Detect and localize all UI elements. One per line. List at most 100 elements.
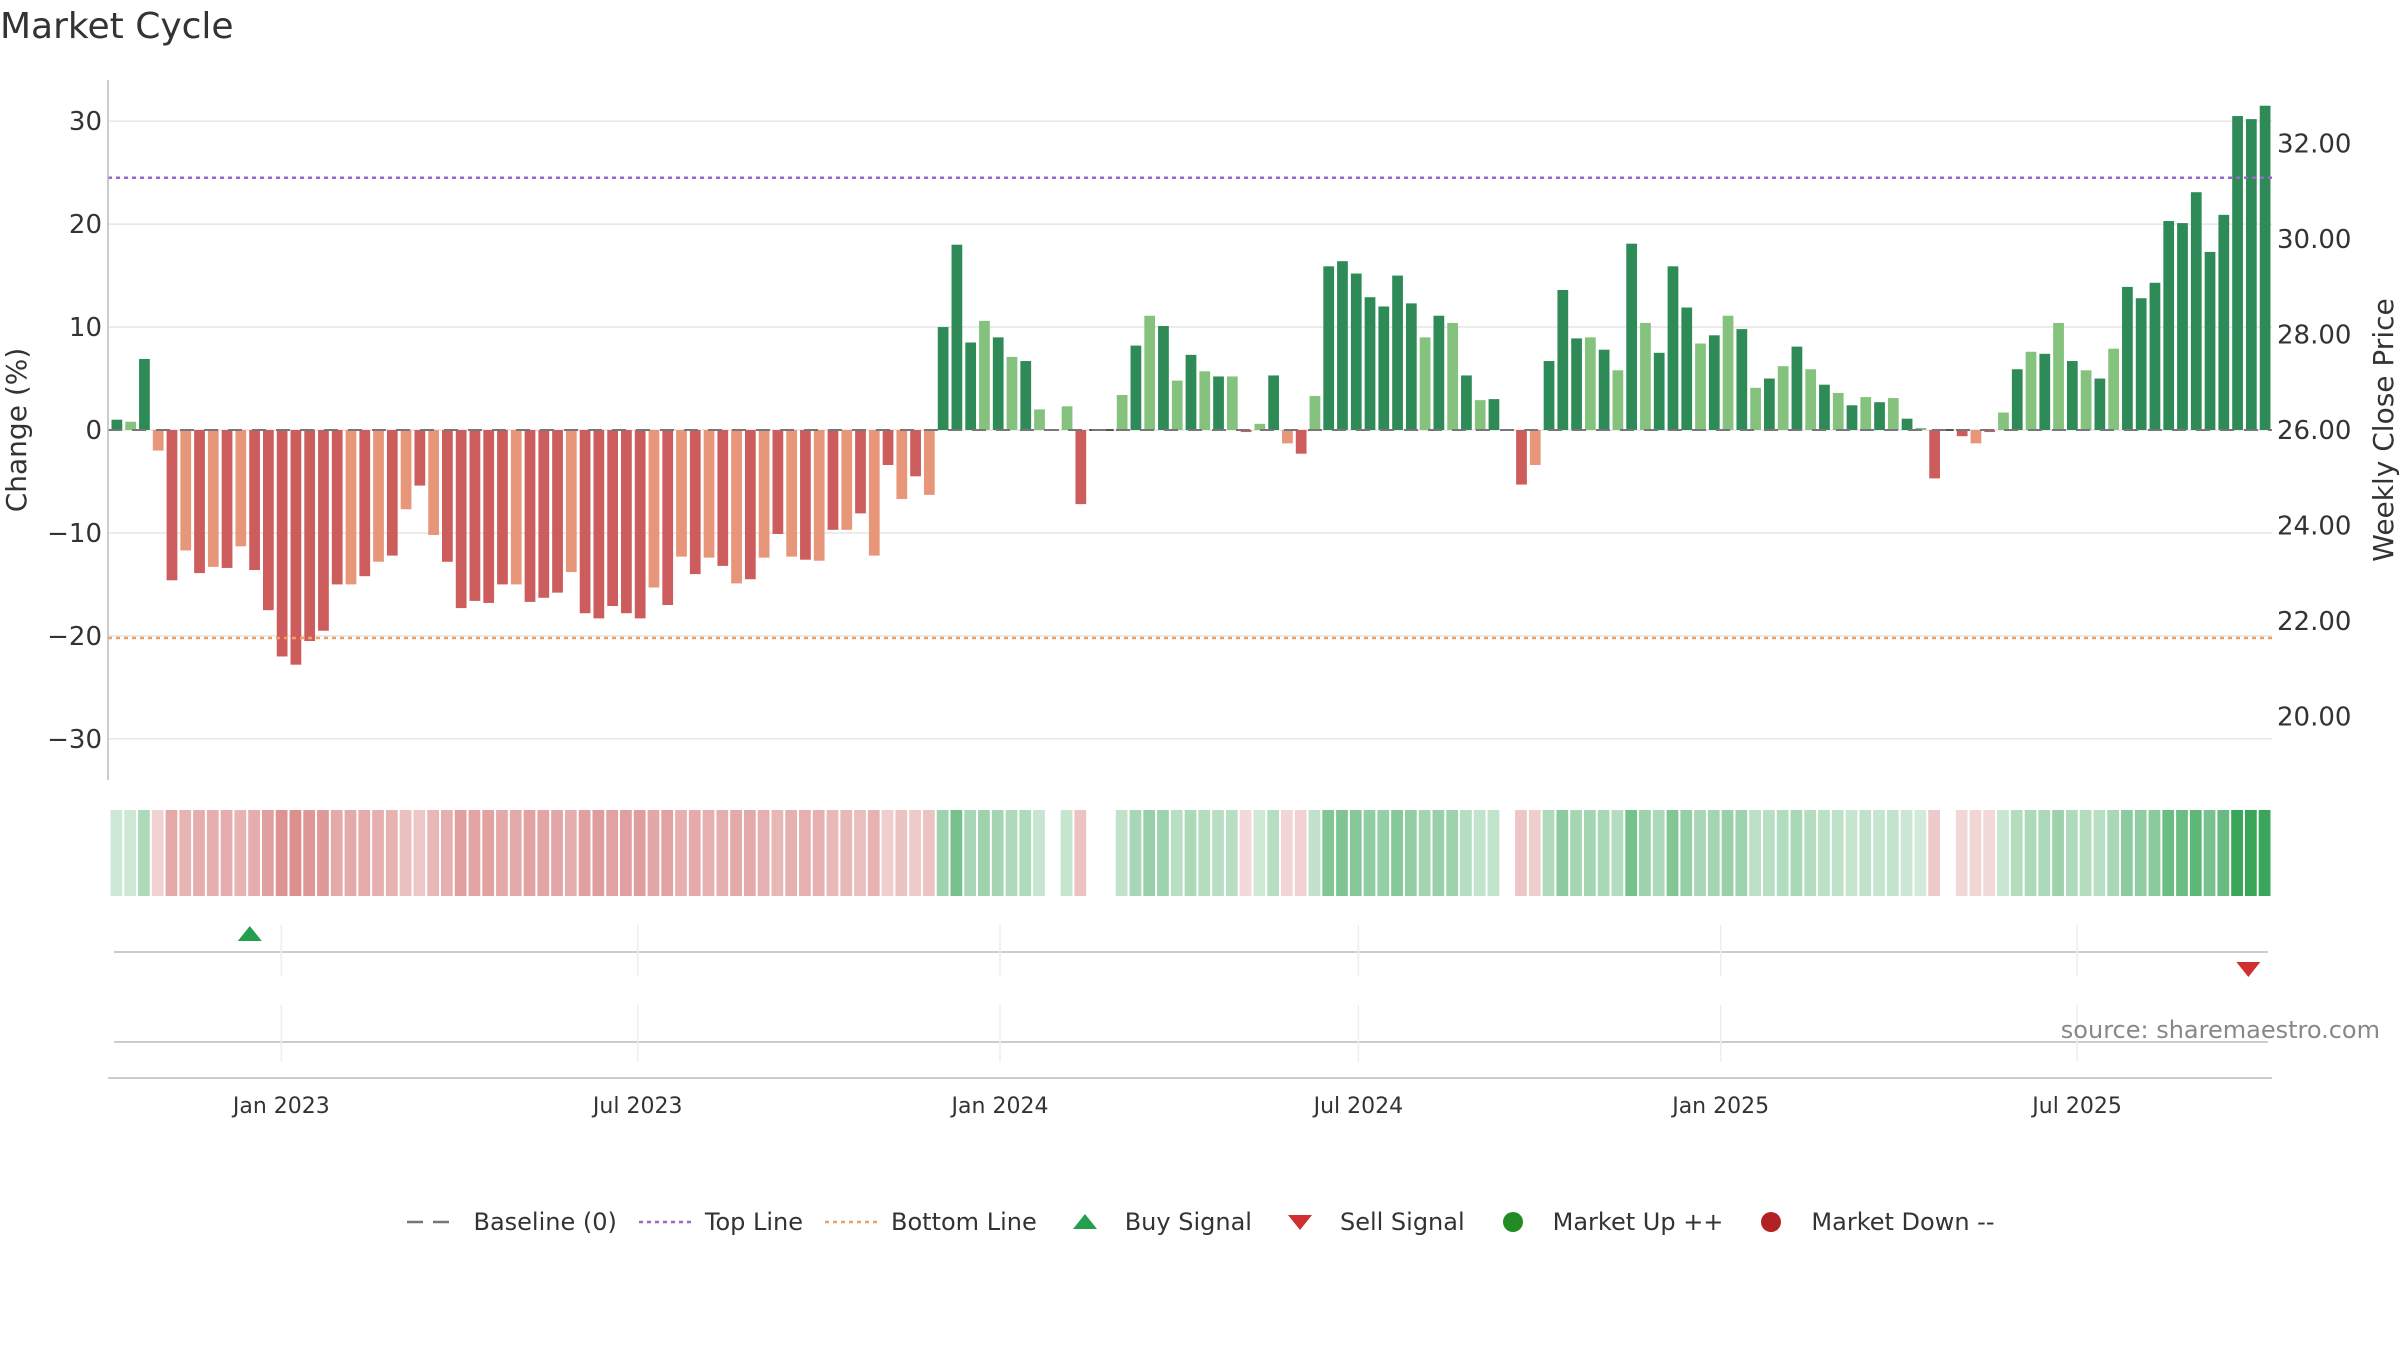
bar xyxy=(442,430,453,562)
heat-cell xyxy=(1666,810,1679,896)
bar xyxy=(235,430,247,547)
heat-cell xyxy=(2176,810,2188,896)
heat-cell xyxy=(1281,810,1293,896)
heat-cell xyxy=(1267,810,1280,896)
heat-cell xyxy=(261,810,274,896)
bar xyxy=(1199,371,1211,430)
source-note: source: sharemaestro.com xyxy=(2060,1016,2380,1044)
bar xyxy=(1832,392,1844,430)
bar xyxy=(1543,361,1555,430)
bar xyxy=(2039,353,2051,430)
heat-cell xyxy=(1639,810,1651,896)
bar xyxy=(1116,395,1128,430)
bar xyxy=(565,430,577,573)
bar xyxy=(1240,430,1252,433)
heat-cell xyxy=(1570,810,1582,896)
heat-cell xyxy=(1611,810,1624,896)
triangle-up-legend-icon xyxy=(1072,1214,1097,1229)
bar xyxy=(1461,375,1472,430)
bar xyxy=(1887,398,1899,430)
heat-cell xyxy=(1831,810,1844,896)
heat-cell xyxy=(372,810,384,896)
bar xyxy=(1653,352,1665,430)
dot-legend-icon xyxy=(638,1220,691,1224)
bar xyxy=(1309,396,1321,430)
heat-cell xyxy=(303,810,316,896)
bar xyxy=(1516,430,1527,485)
heat-cell xyxy=(1294,810,1307,896)
heat-cell xyxy=(537,810,550,896)
heat-cell xyxy=(124,810,137,896)
bar xyxy=(1984,430,1996,433)
y-tick-label: −10 xyxy=(47,519,102,549)
y2-tick-label: 30.00 xyxy=(2277,225,2351,255)
bar xyxy=(469,430,481,601)
legend-item: Baseline (0) xyxy=(405,1208,617,1236)
y-tick-label: 10 xyxy=(69,313,102,343)
bar xyxy=(951,244,963,430)
heat-cell xyxy=(840,810,853,896)
heat-cell xyxy=(1225,810,1238,896)
heat-cell xyxy=(206,810,219,896)
bar xyxy=(1323,266,1335,430)
chart-title: Market Cycle xyxy=(0,6,234,47)
heat-cell xyxy=(330,810,343,896)
heat-cell xyxy=(1102,810,1114,896)
heat-cell xyxy=(1845,810,1858,896)
bar xyxy=(800,430,811,560)
heat-cell xyxy=(854,810,866,896)
heat-cell xyxy=(812,810,825,896)
heat-cell xyxy=(1983,810,1996,896)
heat-cell xyxy=(468,810,481,896)
heat-cell xyxy=(399,810,412,896)
bar xyxy=(2232,116,2243,430)
heat-cell xyxy=(743,810,756,896)
heat-cell xyxy=(1914,810,1927,896)
heat-cell xyxy=(1198,810,1211,896)
bar xyxy=(772,430,784,534)
circle-legend-icon xyxy=(1502,1212,1523,1232)
bar xyxy=(1557,290,1569,430)
heat-cell xyxy=(1928,810,1941,896)
bar xyxy=(744,430,756,580)
bar xyxy=(1708,335,1720,430)
heat-cell xyxy=(2052,810,2064,896)
heat-cell xyxy=(950,810,963,896)
bar xyxy=(1226,376,1238,430)
heat-cell xyxy=(2065,810,2078,896)
heat-cell xyxy=(165,810,178,896)
bar xyxy=(813,430,825,561)
bar xyxy=(1777,366,1789,430)
y-tick-label: 20 xyxy=(69,210,102,240)
bar xyxy=(607,430,619,607)
bar xyxy=(923,430,935,495)
heat-cell xyxy=(1322,810,1335,896)
bar xyxy=(1364,297,1376,430)
heat-cell xyxy=(1143,810,1156,896)
heat-cell xyxy=(675,810,687,896)
bar xyxy=(979,320,990,430)
heat-cell xyxy=(1253,810,1266,896)
bar xyxy=(139,358,150,430)
bar xyxy=(1970,430,1982,444)
heat-cell xyxy=(578,810,591,896)
heat-cell xyxy=(606,810,619,896)
dash-legend-icon xyxy=(407,1220,460,1224)
bar xyxy=(703,430,715,558)
heat-cell xyxy=(1900,810,1913,896)
heat-cell xyxy=(1694,810,1706,896)
bar xyxy=(662,430,674,605)
bar xyxy=(841,430,853,530)
heat-cell xyxy=(1308,810,1321,896)
legend-item: Bottom Line xyxy=(823,1208,1037,1236)
bar xyxy=(2218,214,2230,430)
bar xyxy=(249,430,260,570)
heat-cell xyxy=(440,810,453,896)
bar xyxy=(2149,282,2161,430)
bar xyxy=(510,430,522,585)
heat-cell xyxy=(1019,810,1032,896)
bar xyxy=(538,430,550,598)
bar xyxy=(896,430,908,499)
heat-cell xyxy=(275,810,288,896)
y-axis-label: Change (%) xyxy=(0,348,33,513)
